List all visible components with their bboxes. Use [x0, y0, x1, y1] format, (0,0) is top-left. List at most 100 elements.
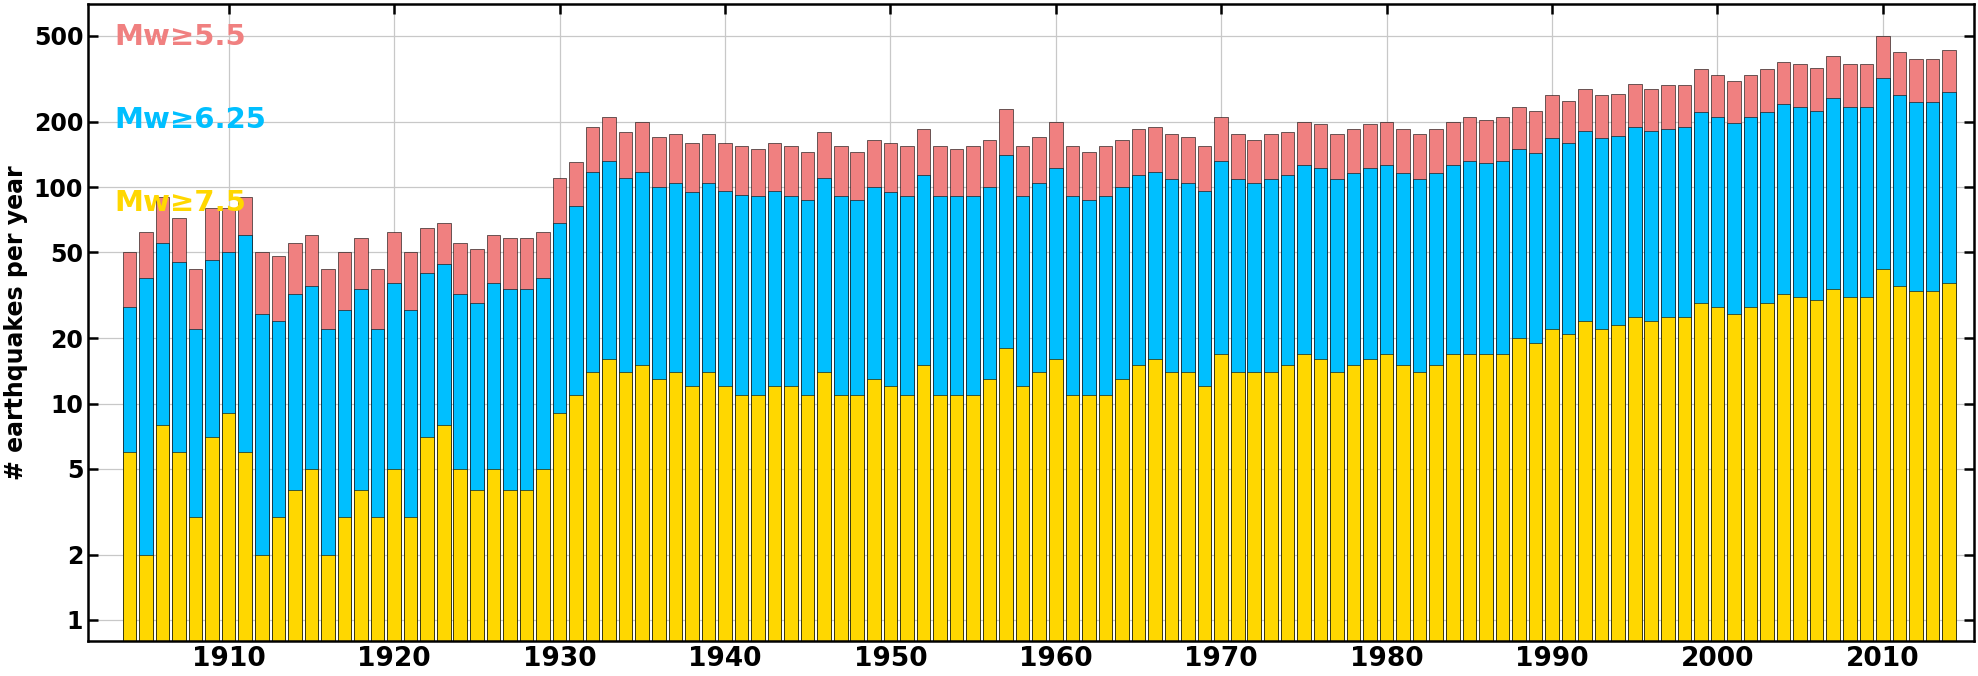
Bar — [884, 192, 898, 676]
Bar — [1810, 111, 1824, 676]
Bar — [1511, 107, 1525, 676]
Bar — [222, 208, 235, 676]
Bar — [188, 516, 202, 676]
Bar — [1662, 128, 1675, 676]
Bar — [1893, 52, 1907, 676]
Bar — [949, 149, 963, 676]
Bar — [635, 172, 649, 676]
Bar — [1412, 135, 1426, 676]
Bar — [785, 387, 797, 676]
Bar — [1116, 187, 1129, 676]
Bar — [1017, 196, 1029, 676]
Bar — [1927, 101, 1938, 676]
Bar — [752, 149, 765, 676]
Bar — [1082, 152, 1096, 676]
Bar — [1131, 175, 1145, 676]
Bar — [734, 195, 748, 676]
Bar — [801, 395, 815, 676]
Bar — [585, 127, 599, 676]
Bar — [1199, 191, 1211, 676]
Bar — [320, 268, 334, 676]
Bar — [1495, 354, 1509, 676]
Bar — [835, 196, 847, 676]
Bar — [1430, 173, 1444, 676]
Bar — [734, 395, 748, 676]
Bar — [1462, 354, 1476, 676]
Bar — [1545, 95, 1559, 676]
Bar — [1563, 334, 1574, 676]
Bar — [520, 239, 534, 676]
Bar — [1794, 107, 1808, 676]
Bar — [1116, 140, 1129, 676]
Bar — [271, 516, 285, 676]
Bar — [255, 252, 269, 676]
Bar — [1480, 354, 1493, 676]
Bar — [817, 132, 831, 676]
Bar — [570, 206, 584, 676]
Bar — [1363, 168, 1377, 676]
Bar — [1578, 131, 1592, 676]
Bar — [471, 249, 483, 676]
Bar — [1875, 268, 1889, 676]
Bar — [1298, 122, 1311, 676]
Bar — [437, 264, 451, 676]
Bar — [851, 395, 864, 676]
Bar — [967, 146, 979, 676]
Bar — [1612, 136, 1626, 676]
Bar — [1313, 124, 1327, 676]
Bar — [1165, 179, 1179, 676]
Bar — [1693, 112, 1707, 676]
Bar — [1280, 175, 1294, 676]
Bar — [305, 286, 318, 676]
Text: Mw≥6.25: Mw≥6.25 — [115, 106, 267, 134]
Bar — [1745, 75, 1756, 676]
Bar — [1480, 163, 1493, 676]
Bar — [370, 268, 384, 676]
Bar — [1843, 64, 1857, 676]
Bar — [520, 289, 534, 676]
Bar — [785, 146, 797, 676]
Bar — [702, 183, 716, 676]
Bar — [370, 516, 384, 676]
Bar — [734, 146, 748, 676]
Bar — [916, 366, 930, 676]
Bar — [635, 122, 649, 676]
Bar — [222, 414, 235, 676]
Bar — [421, 273, 433, 676]
Bar — [320, 329, 334, 676]
Bar — [1711, 118, 1725, 676]
Bar — [851, 152, 864, 676]
Bar — [718, 387, 732, 676]
Bar — [471, 489, 483, 676]
Bar — [619, 132, 633, 676]
Bar — [1745, 307, 1756, 676]
Bar — [1677, 127, 1691, 676]
Bar — [172, 452, 186, 676]
Bar — [305, 468, 318, 676]
Bar — [421, 437, 433, 676]
Bar — [1230, 135, 1244, 676]
Bar — [1727, 123, 1741, 676]
Bar — [752, 395, 765, 676]
Bar — [949, 196, 963, 676]
Bar — [1529, 343, 1543, 676]
Bar — [206, 260, 220, 676]
Bar — [1347, 173, 1361, 676]
Bar — [934, 395, 947, 676]
Bar — [471, 304, 483, 676]
Bar — [1628, 127, 1642, 676]
Bar — [1446, 354, 1460, 676]
Bar — [1149, 172, 1161, 676]
Bar — [1248, 183, 1262, 676]
Bar — [983, 140, 997, 676]
Bar — [188, 329, 202, 676]
Bar — [1727, 314, 1741, 676]
Y-axis label: # earthquakes per year: # earthquakes per year — [4, 165, 28, 480]
Bar — [1711, 75, 1725, 676]
Bar — [338, 310, 352, 676]
Bar — [404, 252, 417, 676]
Bar — [702, 135, 716, 676]
Bar — [835, 146, 847, 676]
Bar — [1446, 165, 1460, 676]
Bar — [684, 143, 698, 676]
